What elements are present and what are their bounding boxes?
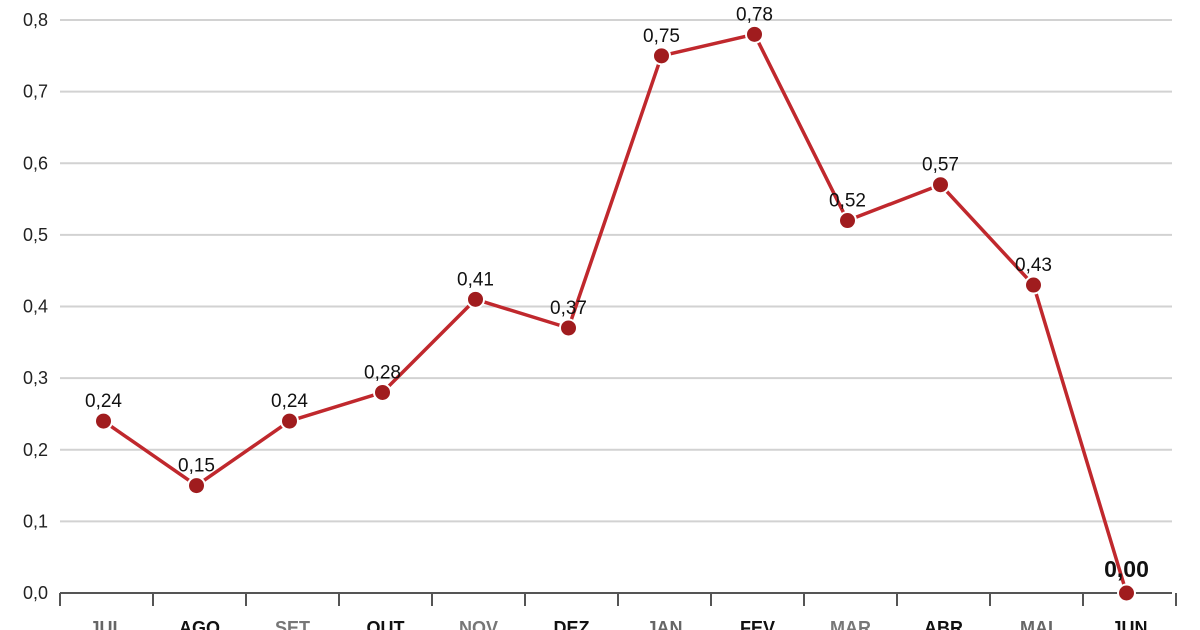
y-tick-label: 0,0 <box>23 583 48 603</box>
data-point <box>94 411 113 431</box>
data-point <box>373 382 392 402</box>
data-label: 0,28 <box>364 362 401 383</box>
y-tick-label: 0,3 <box>23 368 48 388</box>
data-point <box>1117 583 1136 603</box>
data-point <box>1024 275 1043 295</box>
y-tick-label: 0,8 <box>23 10 48 30</box>
data-label: 0,43 <box>1015 255 1052 276</box>
data-point <box>931 175 950 195</box>
x-tick-label: ABR <box>924 618 963 630</box>
data-label: 0,00 <box>1104 556 1149 582</box>
y-tick-label: 0,4 <box>23 297 48 317</box>
x-tick-label: DEZ <box>554 618 590 630</box>
data-label: 0,78 <box>736 4 773 25</box>
x-tick-label: NOV <box>459 618 498 630</box>
x-tick-label: MAR <box>830 618 871 630</box>
data-label: 0,15 <box>178 456 215 477</box>
data-point <box>559 318 578 338</box>
data-label: 0,24 <box>271 391 308 412</box>
data-point <box>187 476 206 496</box>
data-label: 0,41 <box>457 269 494 290</box>
y-tick-label: 0,5 <box>23 225 48 245</box>
data-label: 0,75 <box>643 26 680 47</box>
x-tick-label: OUT <box>367 618 405 630</box>
data-label: 0,52 <box>829 191 866 212</box>
data-point <box>280 411 299 431</box>
x-tick-label: MAI <box>1020 618 1053 630</box>
y-tick-label: 0,1 <box>23 511 48 531</box>
data-point <box>466 289 485 309</box>
data-label: 0,57 <box>922 155 959 176</box>
data-label: 0,24 <box>85 391 122 412</box>
x-tick-label: JUN <box>1111 618 1147 630</box>
y-tick-label: 0,7 <box>23 82 48 102</box>
x-tick-label: JAN <box>646 618 682 630</box>
y-tick-label: 0,2 <box>23 440 48 460</box>
x-tick-label: SET <box>275 618 310 630</box>
x-tick-label: FEV <box>740 618 775 630</box>
data-point <box>652 46 671 66</box>
y-tick-label: 0,6 <box>23 153 48 173</box>
data-point <box>745 24 764 44</box>
x-tick-label: AGO <box>179 618 220 630</box>
series-line <box>102 32 1129 594</box>
x-tick-label: JUL <box>89 618 123 630</box>
data-point <box>838 211 857 231</box>
data-label: 0,37 <box>550 298 587 319</box>
